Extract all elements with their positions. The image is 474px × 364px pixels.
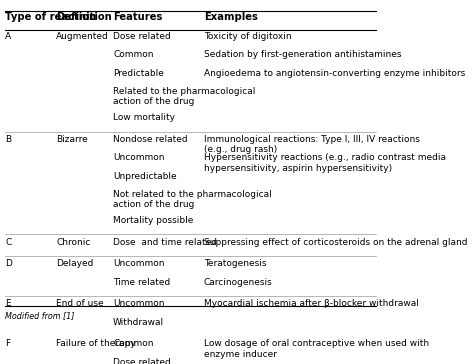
Text: A: A bbox=[5, 32, 11, 41]
Text: Withdrawal: Withdrawal bbox=[113, 318, 164, 327]
Text: Teratogenesis: Teratogenesis bbox=[204, 260, 266, 268]
Text: Examples: Examples bbox=[204, 12, 258, 22]
Text: Common: Common bbox=[113, 339, 154, 348]
Text: Hypersensitivity reactions (e.g., radio contrast media
hypersensitivity, aspirin: Hypersensitivity reactions (e.g., radio … bbox=[204, 153, 446, 173]
Text: Not related to the pharmacological
action of the drug: Not related to the pharmacological actio… bbox=[113, 190, 272, 209]
Text: Dose related: Dose related bbox=[113, 358, 171, 364]
Text: Time related: Time related bbox=[113, 278, 170, 287]
Text: Common: Common bbox=[113, 50, 154, 59]
Text: F: F bbox=[5, 339, 10, 348]
Text: End of use: End of use bbox=[56, 300, 104, 308]
Text: Sedation by first-generation antihistamines: Sedation by first-generation antihistami… bbox=[204, 50, 401, 59]
Text: Suppressing effect of corticosteroids on the adrenal gland: Suppressing effect of corticosteroids on… bbox=[204, 238, 467, 247]
Text: B: B bbox=[5, 135, 11, 144]
Text: D: D bbox=[5, 260, 12, 268]
Text: Definition: Definition bbox=[56, 12, 112, 22]
Text: Dose  and time related: Dose and time related bbox=[113, 238, 217, 247]
Text: Uncommon: Uncommon bbox=[113, 300, 164, 308]
Text: Predictable: Predictable bbox=[113, 68, 164, 78]
Text: Immunological reactions: Type I, III, IV reactions
(e.g., drug rash): Immunological reactions: Type I, III, IV… bbox=[204, 135, 420, 154]
Text: Augmented: Augmented bbox=[56, 32, 109, 41]
Text: Failure of therapy: Failure of therapy bbox=[56, 339, 136, 348]
Text: Low mortality: Low mortality bbox=[113, 113, 175, 122]
Text: Bizarre: Bizarre bbox=[56, 135, 88, 144]
Text: E: E bbox=[5, 300, 11, 308]
Text: Uncommon: Uncommon bbox=[113, 260, 164, 268]
Text: Angioedema to angiotensin-converting enzyme inhibitors: Angioedema to angiotensin-converting enz… bbox=[204, 68, 465, 78]
Text: Uncommon: Uncommon bbox=[113, 153, 164, 162]
Text: Mortality possible: Mortality possible bbox=[113, 216, 193, 225]
Text: Low dosage of oral contraceptive when used with
enzyme inducer: Low dosage of oral contraceptive when us… bbox=[204, 339, 429, 359]
Text: Nondose related: Nondose related bbox=[113, 135, 188, 144]
Text: Dose related: Dose related bbox=[113, 32, 171, 41]
Text: Type of reaction: Type of reaction bbox=[5, 12, 96, 22]
Text: Modified from [1]: Modified from [1] bbox=[5, 311, 74, 320]
Text: C: C bbox=[5, 238, 11, 247]
Text: Carcinogenesis: Carcinogenesis bbox=[204, 278, 273, 287]
Text: Delayed: Delayed bbox=[56, 260, 94, 268]
Text: Unpredictable: Unpredictable bbox=[113, 171, 177, 181]
Text: Features: Features bbox=[113, 12, 163, 22]
Text: Related to the pharmacological
action of the drug: Related to the pharmacological action of… bbox=[113, 87, 255, 106]
Text: Toxicity of digitoxin: Toxicity of digitoxin bbox=[204, 32, 292, 41]
Text: Chronic: Chronic bbox=[56, 238, 91, 247]
Text: Myocardial ischemia after β-blocker withdrawal: Myocardial ischemia after β-blocker with… bbox=[204, 300, 419, 308]
